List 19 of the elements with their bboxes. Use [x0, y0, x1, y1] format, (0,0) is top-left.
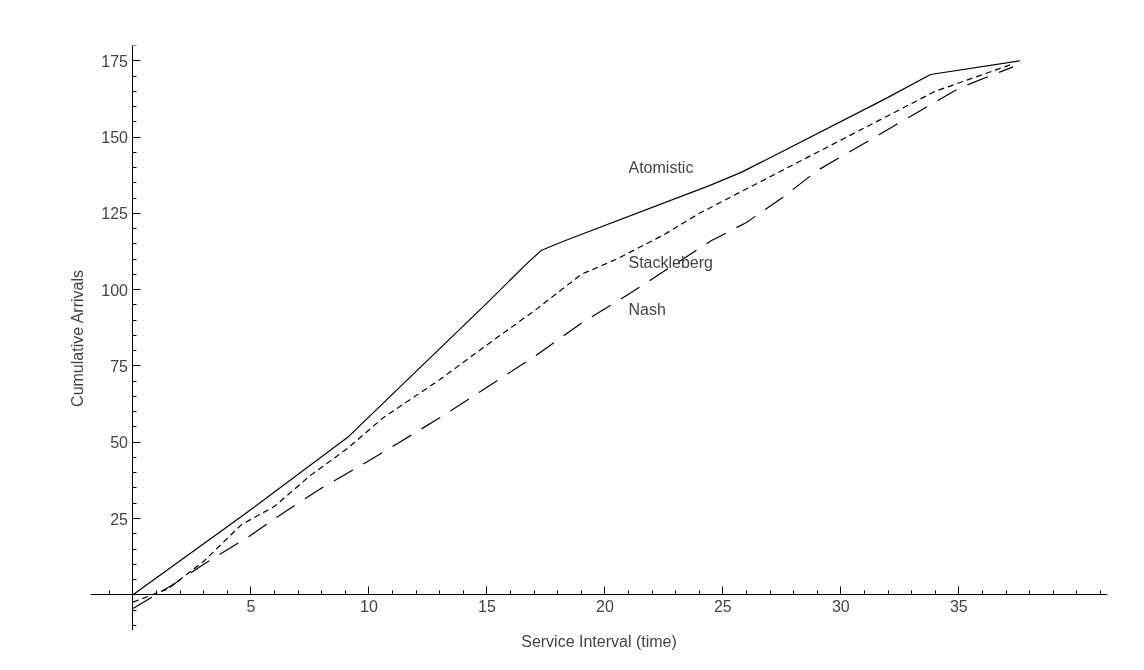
x-tick-label: 30 [831, 597, 850, 615]
x-tick-label: 15 [478, 597, 496, 615]
y-tick-label: 125 [101, 205, 129, 223]
y-tick-label: 50 [110, 434, 129, 452]
series-label: Stackleberg [628, 253, 713, 271]
y-tick-label: 25 [110, 510, 129, 528]
y-tick-label: 75 [110, 357, 129, 375]
x-tick-label: 5 [246, 597, 256, 615]
x-tick-label: 10 [360, 597, 378, 615]
y-axis-title: Cumulative Arrivals [68, 269, 86, 407]
x-axis-title: Service Interval (time) [521, 632, 677, 650]
y-tick-label: 150 [101, 129, 129, 147]
x-tick-label: 25 [713, 597, 732, 615]
y-tick-label: 175 [101, 52, 129, 70]
x-tick-label: 35 [949, 597, 968, 615]
y-tick-label: 100 [101, 281, 129, 299]
series-label: Atomistic [628, 159, 694, 177]
series-label: Nash [628, 300, 666, 318]
x-tick-label: 20 [596, 597, 614, 615]
